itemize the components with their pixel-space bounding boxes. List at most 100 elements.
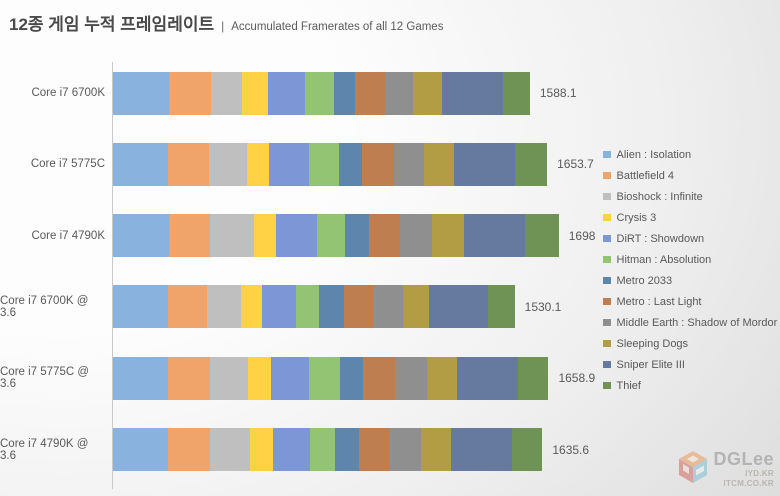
bar-segment [503,71,530,115]
bar-segment [424,142,455,186]
legend-swatch [603,339,611,348]
total-value-label: 1698 [568,228,596,243]
bar-row: Core i7 6700K @ 3.6 1530.1 [0,285,780,329]
bar-segment [113,214,169,258]
bar-segment [242,71,268,115]
legend-swatch [603,381,611,390]
bar-segment [432,214,464,258]
bar-segment [412,71,442,115]
cube-left-glyph [683,464,690,474]
bar-segment [209,428,251,471]
bar-row: Core i7 5775C @ 3.6 1658.9 [0,356,780,400]
bar-segment [340,356,363,400]
bar-segment [272,428,311,471]
legend-label: Metro 2033 [616,274,673,287]
bar-segment [113,285,168,329]
legend-item: Alien : Isolation [603,144,777,165]
bar-segment [343,285,375,329]
legend: Alien : Isolation Battlefield 4 Bioshock… [603,144,777,396]
bar-segment [250,428,273,471]
bar-segment [358,428,390,471]
legend-swatch [603,318,611,327]
legend-label: Metro : Last Light [616,295,702,308]
category-label: Core i7 6700K @ 3.6 [0,294,89,319]
bar-segment [389,428,421,471]
bar-segment [384,71,413,115]
total-value-label: 1530.1 [524,299,562,314]
dglee-cube-logo [679,451,708,483]
watermark-site-2: ITCM.CO.KR [723,479,774,488]
bar-row: Core i7 4790K 1698 [0,214,780,258]
bar-segment [167,356,210,400]
legend-item: Sleeping Dogs [603,333,777,354]
y-axis-line [112,62,113,489]
legend-label: Sleeping Dogs [616,337,689,350]
bar-segment [167,285,208,329]
legend-label: Sniper Elite III [616,358,685,371]
bar-segment [517,356,549,400]
legend-label: Hitman : Absolution [616,253,712,266]
bar-segment [429,285,488,329]
bar-segment [420,428,452,471]
bar-segment [309,356,341,400]
bar-segment [316,214,346,258]
stacked-bar [113,285,515,329]
category-label: Core i7 4790K [31,229,105,242]
total-value-label: 1635.6 [552,442,590,457]
bar-segment [295,285,320,329]
bar-segment [354,71,385,115]
legend-label: Crysis 3 [616,211,657,224]
legend-item: Crysis 3 [603,207,777,228]
stacked-bar [113,214,559,258]
bar-segment [451,428,513,471]
bar-segment [457,356,518,400]
bar-segment [319,285,344,329]
bar-segment [209,142,248,186]
legend-swatch [603,150,611,159]
bar-segment [515,142,548,186]
bar-segment [362,356,395,400]
bar-segment [247,142,269,186]
bar-segment [210,71,243,115]
bar-segment [426,356,458,400]
bar-segment [113,428,168,471]
legend-swatch [603,213,611,222]
legend-label: Battlefield 4 [616,169,674,182]
bar-segment [248,356,272,400]
legend-item: Battlefield 4 [603,165,777,186]
watermark-text: DGLee IYD.KR ITCM.CO.KR [713,450,774,488]
bar-segment [368,214,401,258]
bar-segment [267,71,306,115]
bar-segment [362,142,395,186]
watermark-site-1: IYD.KR [745,469,774,478]
legend-item: Middle Earth : Shadow of Mordor [603,312,777,333]
bar-segment [402,285,430,329]
legend-label: Thief [616,379,641,392]
legend-item: Hitman : Absolution [603,249,777,270]
bar-segment [463,214,526,258]
category-label: Core i7 5775C @ 3.6 [0,366,90,391]
bar-segment [525,214,559,258]
total-value-label: 1658.9 [558,371,596,386]
bar-segment [454,142,516,186]
bar-segment [400,214,433,258]
category-label: Core i7 5775C [30,158,105,171]
bar-segment [374,285,403,329]
cube-top-dot [687,455,700,463]
bar-segment [338,142,363,186]
stacked-bar [113,142,548,186]
bar-segment [262,285,296,329]
bar-segment [210,214,254,258]
bar-segment [305,71,334,115]
category-label: Core i7 4790K @ 3.6 [0,437,89,462]
bar-segment [441,71,504,115]
legend-label: Alien : Isolation [616,148,692,161]
legend-swatch [603,234,611,243]
legend-label: Bioshock : Infinite [616,190,703,203]
legend-item: Bioshock : Infinite [603,186,777,207]
bar-segment [334,428,359,471]
bar-segment [169,71,211,115]
bar-segment [394,356,427,400]
chart-subtitle-english: Accumulated Framerates of all 12 Games [231,21,444,33]
bar-row: Core i7 5775C 1653.7 [0,142,780,186]
